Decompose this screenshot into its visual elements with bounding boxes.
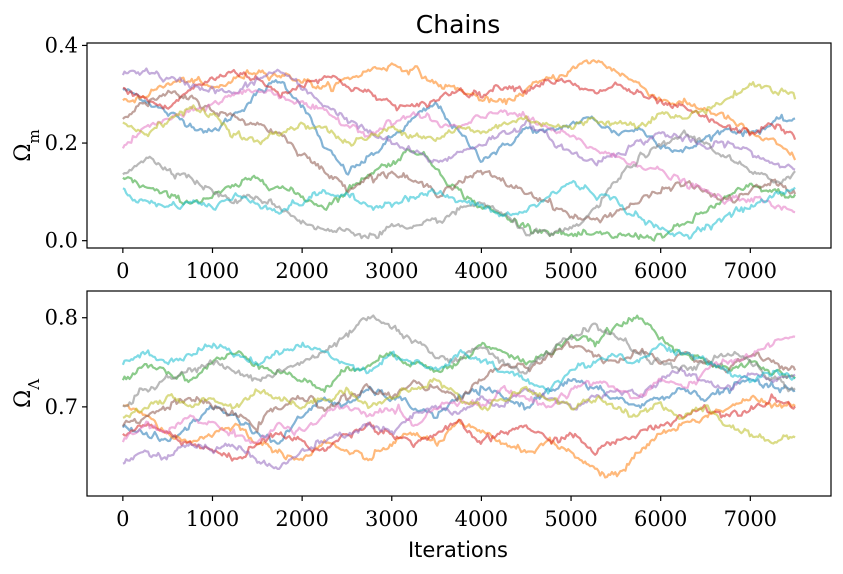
chain-line-2: [122, 148, 797, 242]
x-tick-label: 5000: [544, 507, 597, 531]
chart-title: Chains: [416, 10, 500, 39]
series-group: [121, 314, 797, 479]
chain-line-8: [122, 377, 796, 445]
x-tick-label: 4000: [455, 259, 508, 283]
y-tick-label: 0.2: [45, 131, 78, 155]
omega-lambda-panel: 0 1000 2000 3000 4000 5000 6000 7000 0.7 0.8 ΩΛ: [11, 290, 832, 531]
x-tick-label: 1000: [186, 507, 239, 531]
x-tick-label: 2000: [275, 507, 328, 531]
chain-line-6: [121, 88, 796, 214]
x-tick-label: 6000: [634, 259, 687, 283]
chain-line-2: [121, 314, 796, 393]
x-tick-label: 3000: [365, 507, 418, 531]
chain-line-0: [122, 79, 796, 176]
x-tick-label: 3000: [365, 259, 418, 283]
x-tick-label: 7000: [724, 259, 777, 283]
chain-line-7: [122, 314, 796, 408]
x-tick-label: 7000: [724, 507, 777, 531]
x-tick-label: 0: [116, 259, 129, 283]
omega-m-panel: 0 1000 2000 3000 4000 5000 6000 7000 0.0 0.2 0.4 Ωm: [11, 33, 832, 283]
y-axis-label: Ωm: [11, 129, 43, 161]
chain-line-3: [122, 68, 797, 140]
chain-line-5: [122, 89, 797, 224]
y-tick-label: 0.8: [45, 306, 78, 330]
chain-line-7: [122, 129, 796, 240]
y-tick-label: 0.0: [45, 229, 78, 253]
y-axis-label: ΩΛ: [11, 379, 43, 408]
axes-frame: [86, 290, 832, 497]
x-tick-label: 2000: [275, 259, 328, 283]
axes-frame: [86, 42, 832, 249]
x-tick-label: 6000: [634, 507, 687, 531]
chain-line-9: [121, 341, 796, 395]
y-tick-label: 0.4: [45, 33, 78, 57]
chain-line-6: [121, 335, 796, 445]
chain-line-4: [122, 366, 796, 470]
x-axis-label: Iterations: [408, 538, 508, 562]
series-group: [121, 59, 797, 242]
x-tick-label: 1000: [186, 259, 239, 283]
y-tick-label: 0.7: [45, 395, 78, 419]
x-tick-label: 0: [116, 507, 129, 531]
chain-line-4: [121, 67, 796, 171]
x-tick-label: 4000: [455, 507, 508, 531]
chain-line-8: [122, 81, 797, 147]
x-tick-label: 5000: [544, 259, 597, 283]
chain-line-9: [122, 179, 796, 240]
